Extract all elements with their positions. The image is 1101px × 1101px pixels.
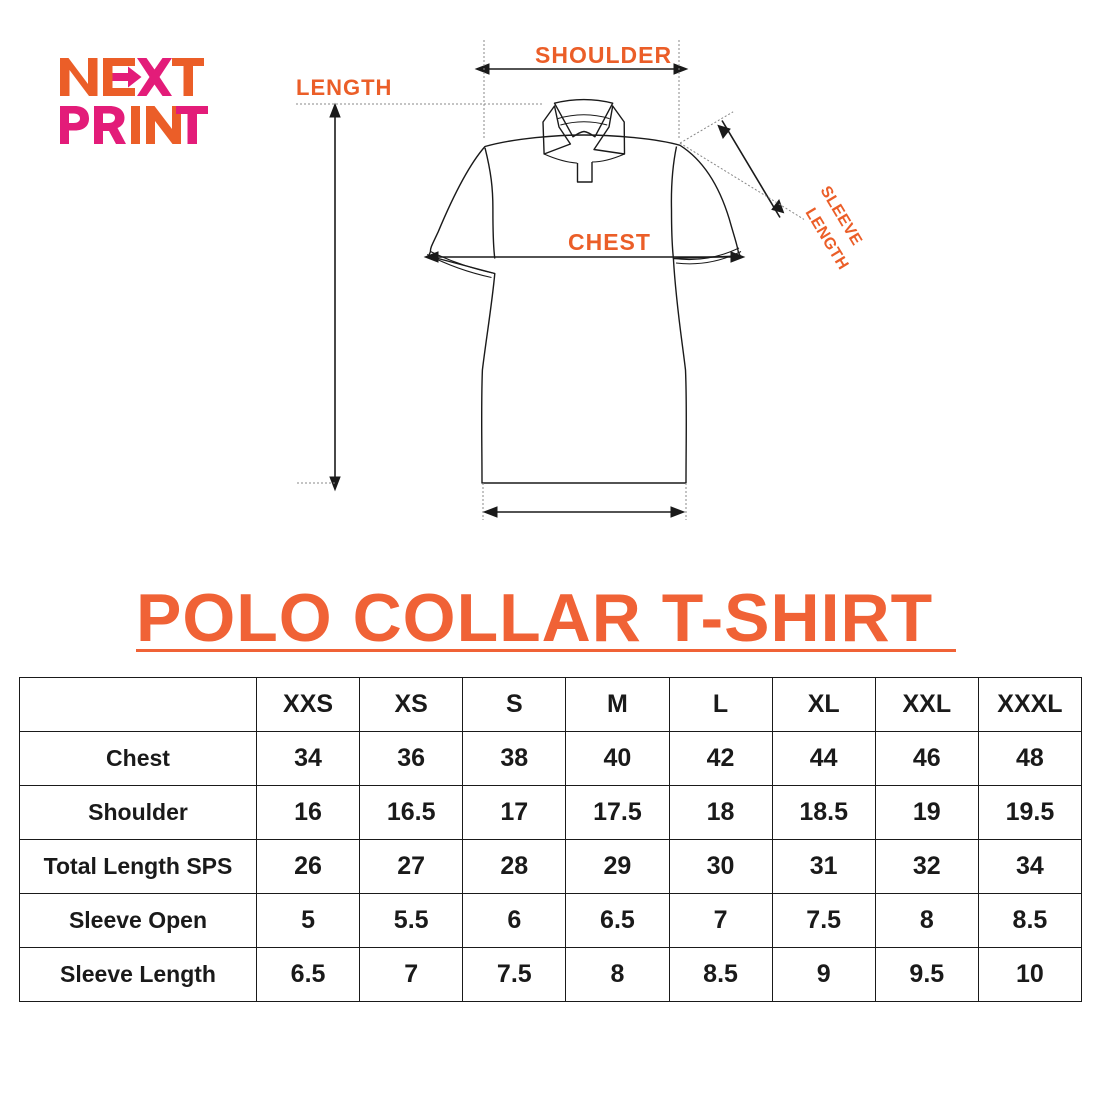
svg-text:LENGTH: LENGTH [296, 75, 392, 100]
svg-text:CHEST: CHEST [568, 229, 651, 255]
svg-text:SHOULDER: SHOULDER [535, 42, 672, 68]
